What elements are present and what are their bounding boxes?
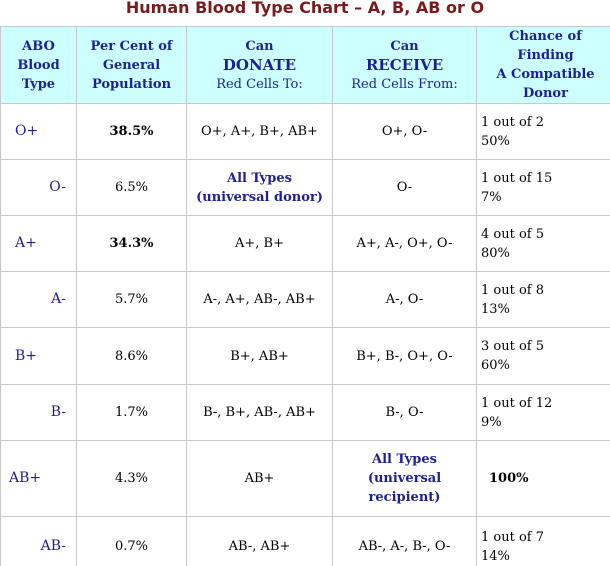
donate-cell: O+, A+, B+, AB+ — [186, 103, 333, 160]
donate-cell: All Types (universal donor) — [186, 159, 333, 216]
receive-cell: B+, B-, O+, O- — [332, 327, 477, 385]
chance-cell: 100% — [476, 440, 610, 517]
chance-cell: 1 out of 8 13% — [476, 271, 610, 328]
header-percent-population: Per Cent of General Population — [76, 26, 187, 104]
donate-cell: A+, B+ — [186, 215, 333, 272]
page-title: Human Blood Type Chart – A, B, AB or O — [125, 0, 485, 17]
donate-cell: AB+ — [186, 440, 333, 517]
header-chance-compatible-donor: Chance of Finding A Compatible Donor — [476, 26, 610, 104]
receive-cell: B-, O- — [332, 384, 477, 441]
chance-cell: 1 out of 7 14% — [476, 516, 610, 566]
percent-cell: 34.3% — [76, 215, 187, 272]
table-header-row: ABO Blood Type Per Cent of General Popul… — [0, 26, 610, 104]
header-abo-blood-type: ABO Blood Type — [0, 26, 77, 104]
percent-cell: 6.5% — [76, 159, 187, 216]
receive-cell: All Types (universal recipient) — [332, 440, 477, 517]
donate-cell: AB-, AB+ — [186, 516, 333, 566]
chance-cell: 3 out of 5 60% — [476, 327, 610, 385]
donate-cell: B-, B+, AB-, AB+ — [186, 384, 333, 441]
percent-cell: 1.7% — [76, 384, 187, 441]
blood-type-cell: B+ — [0, 327, 77, 385]
blood-type-cell: A- — [0, 271, 77, 328]
table-row: AB- 0.7% AB-, AB+ AB-, A-, B-, O- 1 out … — [0, 516, 610, 566]
percent-cell: 8.6% — [76, 327, 187, 385]
donate-cell: B+, AB+ — [186, 327, 333, 385]
table-row: B+ 8.6% B+, AB+ B+, B-, O+, O- 3 out of … — [0, 327, 610, 385]
blood-type-cell: AB- — [0, 516, 77, 566]
blood-type-cell: B- — [0, 384, 77, 441]
receive-cell: O- — [332, 159, 477, 216]
blood-type-cell: O+ — [0, 103, 77, 160]
chance-cell: 4 out of 5 80% — [476, 215, 610, 272]
blood-type-cell: AB+ — [0, 440, 77, 517]
percent-cell: 4.3% — [76, 440, 187, 517]
header-can-donate: Can DONATE Red Cells To: — [186, 26, 333, 104]
percent-cell: 38.5% — [76, 103, 187, 160]
table-row: O+ 38.5% O+, A+, B+, AB+ O+, O- 1 out of… — [0, 103, 610, 160]
receive-cell: AB-, A-, B-, O- — [332, 516, 477, 566]
chance-cell: 1 out of 12 9% — [476, 384, 610, 441]
blood-type-table: ABO Blood Type Per Cent of General Popul… — [0, 26, 610, 566]
header-can-receive: Can RECEIVE Red Cells From: — [332, 26, 477, 104]
table-row: A- 5.7% A-, A+, AB-, AB+ A-, O- 1 out of… — [0, 271, 610, 328]
receive-cell: A+, A-, O+, O- — [332, 215, 477, 272]
receive-cell: A-, O- — [332, 271, 477, 328]
blood-type-cell: O- — [0, 159, 77, 216]
receive-cell: O+, O- — [332, 103, 477, 160]
table-row: B- 1.7% B-, B+, AB-, AB+ B-, O- 1 out of… — [0, 384, 610, 441]
blood-type-cell: A+ — [0, 215, 77, 272]
table-row: A+ 34.3% A+, B+ A+, A-, O+, O- 4 out of … — [0, 215, 610, 272]
percent-cell: 5.7% — [76, 271, 187, 328]
table-row: AB+ 4.3% AB+ All Types (universal recipi… — [0, 440, 610, 517]
chance-cell: 1 out of 2 50% — [476, 103, 610, 160]
table-row: O- 6.5% All Types (universal donor) O- 1… — [0, 159, 610, 216]
percent-cell: 0.7% — [76, 516, 187, 566]
donate-cell: A-, A+, AB-, AB+ — [186, 271, 333, 328]
chance-cell: 1 out of 15 7% — [476, 159, 610, 216]
